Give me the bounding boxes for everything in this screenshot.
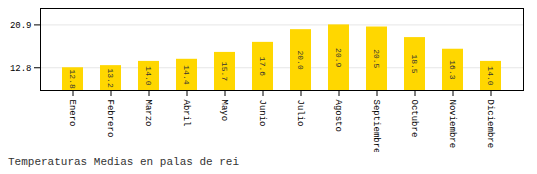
svg-text:15.7: 15.7: [220, 62, 229, 81]
svg-text:Noviembre: Noviembre: [447, 100, 457, 149]
svg-text:Mayo: Mayo: [219, 100, 229, 122]
svg-text:Marzo: Marzo: [143, 100, 153, 127]
svg-text:12.8: 12.8: [10, 64, 32, 74]
svg-text:Febrero: Febrero: [105, 100, 115, 138]
svg-text:20.0: 20.0: [296, 50, 305, 69]
svg-text:18.5: 18.5: [410, 54, 419, 73]
svg-text:14.4: 14.4: [182, 65, 191, 84]
svg-text:Enero: Enero: [67, 100, 77, 127]
svg-text:20.9: 20.9: [10, 21, 32, 31]
svg-text:14.0: 14.0: [144, 66, 153, 85]
svg-text:Septiembre: Septiembre: [371, 100, 381, 153]
svg-text:12.8: 12.8: [68, 70, 77, 89]
svg-text:Abril: Abril: [181, 100, 191, 127]
svg-text:17.6: 17.6: [258, 57, 267, 76]
svg-text:Octubre: Octubre: [409, 100, 419, 138]
svg-text:Diciembre: Diciembre: [485, 100, 495, 149]
svg-text:20.9: 20.9: [334, 48, 343, 67]
svg-text:Junio: Junio: [257, 100, 267, 127]
svg-text:14.0: 14.0: [486, 66, 495, 85]
svg-text:Julio: Julio: [295, 100, 305, 127]
svg-text:13.2: 13.2: [106, 68, 115, 87]
html-text:Temperaturas Medias en palas d: Temperaturas Medias en palas de rei: [8, 156, 239, 168]
svg-text:20.5: 20.5: [372, 49, 381, 68]
svg-text:Agosto: Agosto: [333, 100, 343, 132]
svg-text:16.3: 16.3: [448, 60, 457, 79]
